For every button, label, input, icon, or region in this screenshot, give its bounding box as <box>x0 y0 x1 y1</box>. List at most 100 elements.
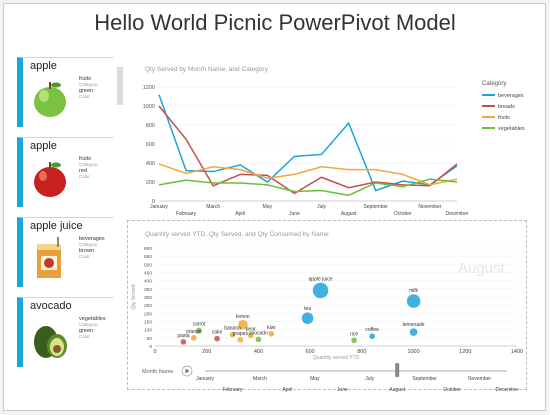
tile-color: green <box>79 88 94 94</box>
scatter-point-coffee <box>368 332 376 340</box>
point-label: pear <box>246 326 256 332</box>
scatter-point-kiwi <box>268 330 275 337</box>
tile-name: avocado <box>30 300 72 312</box>
y-tick-label: 400 <box>144 279 152 285</box>
avocado-image <box>34 326 67 358</box>
point-label: coffee <box>365 327 379 333</box>
scatter-point-cake <box>213 335 221 342</box>
tile-card[interactable]: apple fruits Category green Color <box>17 57 114 127</box>
series-line-beverages <box>158 94 458 192</box>
y-tick-label: 400 <box>146 161 155 167</box>
y-tick-label: 50 <box>147 336 153 342</box>
x-tick-label: April <box>235 211 245 217</box>
tile-color-caption: Color <box>79 174 90 179</box>
x-tick-label: May <box>263 204 273 210</box>
legend-entry: breads <box>498 104 515 110</box>
play-axis-month: August <box>389 387 405 393</box>
play-axis-month: September <box>412 376 437 382</box>
x-tick-label: 0 <box>153 349 156 355</box>
tile-category: fruits <box>79 156 91 162</box>
scatter-point-pasta <box>180 338 187 346</box>
y-tick-label: 300 <box>144 295 152 301</box>
play-axis-month: March <box>253 376 267 382</box>
point-label: rice <box>350 331 358 337</box>
legend-entry: vegetables <box>498 126 525 132</box>
point-label: milk <box>409 288 418 294</box>
scatter-point-tea <box>301 312 314 325</box>
play-axis-month: May <box>310 376 320 382</box>
y-tick-label: 0 <box>152 199 155 205</box>
play-axis-month: July <box>365 376 374 382</box>
y-tick-label: 600 <box>146 142 155 148</box>
y-tick-label: 150 <box>144 320 152 326</box>
x-tick-label: 400 <box>254 349 263 355</box>
y-tick-label: 200 <box>146 180 155 186</box>
tile-facts: vegetables Category green Color <box>79 316 106 340</box>
tile-facts: fruits Category green Color <box>79 76 97 100</box>
point-label: avocado <box>249 330 268 336</box>
x-tick-label: 1000 <box>407 349 419 355</box>
x-tick-label: 200 <box>202 349 211 355</box>
play-axis-month: January <box>196 376 214 382</box>
scatter-point-grapes <box>237 336 244 343</box>
y-tick-label: 1000 <box>143 104 155 110</box>
juice-box-image <box>37 237 61 278</box>
scatter-chart-title: Quantity served YTD, Qty Served, and Qty… <box>145 231 329 238</box>
y-tick-label: 200 <box>144 311 152 317</box>
tile-category-caption: Category <box>79 322 98 327</box>
point-label: tea <box>304 306 311 312</box>
scatter-point-avocado <box>255 336 262 343</box>
tile-category-caption: Category <box>79 242 98 247</box>
y-tick-label: 500 <box>144 262 152 268</box>
tile-color: red <box>79 168 87 174</box>
legend-title: Category <box>482 81 506 87</box>
x-tick-label: November <box>418 204 441 210</box>
scatter-point-lemon <box>237 319 249 330</box>
x-tick-label: 600 <box>306 349 315 355</box>
tile-card[interactable]: apple fruits Category red Color <box>17 137 114 207</box>
scatter-chart: 0 50 100 150 200 250 300 350 400 450 500 550 600 0 200… <box>131 246 523 361</box>
y-tick-label: 1200 <box>143 85 155 91</box>
tile-card[interactable]: apple juice beverages Category brown Col… <box>17 217 114 287</box>
play-icon <box>185 368 190 374</box>
red-apple-image <box>34 162 66 197</box>
y-axis-label: Qty Served <box>131 284 137 309</box>
page-title: Hello World Picnic PowerPivot Model <box>94 10 456 35</box>
scatter-point-carrot <box>195 327 203 334</box>
x-tick-label: July <box>317 204 326 210</box>
tile-category-caption: Category <box>79 162 98 167</box>
x-tick-label: 1400 <box>511 349 523 355</box>
tile-facts: beverages Category brown Color <box>79 236 105 260</box>
tile-card[interactable]: avocado vegetables Category green Color <box>17 297 114 367</box>
x-axis-label: Quantity served YTD <box>313 355 360 361</box>
x-tick-label: February <box>176 211 197 217</box>
x-tick-label: 1200 <box>459 349 471 355</box>
scatter-point-rice <box>350 337 358 344</box>
x-tick-label: December <box>445 211 468 217</box>
x-tick-label: September <box>363 204 388 210</box>
play-axis-month: February <box>222 387 243 393</box>
play-axis-month: June <box>337 387 348 393</box>
series-line-vegetables <box>158 178 458 197</box>
legend-entry: beverages <box>498 93 524 99</box>
tile-color-caption: Color <box>79 254 90 259</box>
tile-color: green <box>79 328 94 334</box>
play-axis-month: April <box>282 387 292 393</box>
x-tick-label: 800 <box>357 349 366 355</box>
point-label: orange <box>186 329 202 335</box>
line-chart: 0 200 400 600 800 1000 1200 January February Marc… <box>143 81 525 217</box>
scatter-point-milk <box>406 293 421 309</box>
y-tick-label: 450 <box>144 271 152 277</box>
legend-entry: fruits <box>498 115 510 121</box>
tile-color-caption: Color <box>79 334 90 339</box>
point-label: banana <box>224 326 241 332</box>
month-play-axis[interactable]: Month Name January March May July September No… <box>127 360 537 400</box>
play-axis-thumb[interactable] <box>395 363 400 377</box>
scatter-point-lemonade <box>409 327 418 337</box>
scatter-point-orange <box>190 334 197 342</box>
tile-scrollbar[interactable] <box>117 67 123 105</box>
point-label: grapes <box>233 331 249 337</box>
x-tick-label: June <box>289 211 300 217</box>
x-tick-label: January <box>150 204 168 210</box>
tile-name: apple <box>30 140 57 152</box>
